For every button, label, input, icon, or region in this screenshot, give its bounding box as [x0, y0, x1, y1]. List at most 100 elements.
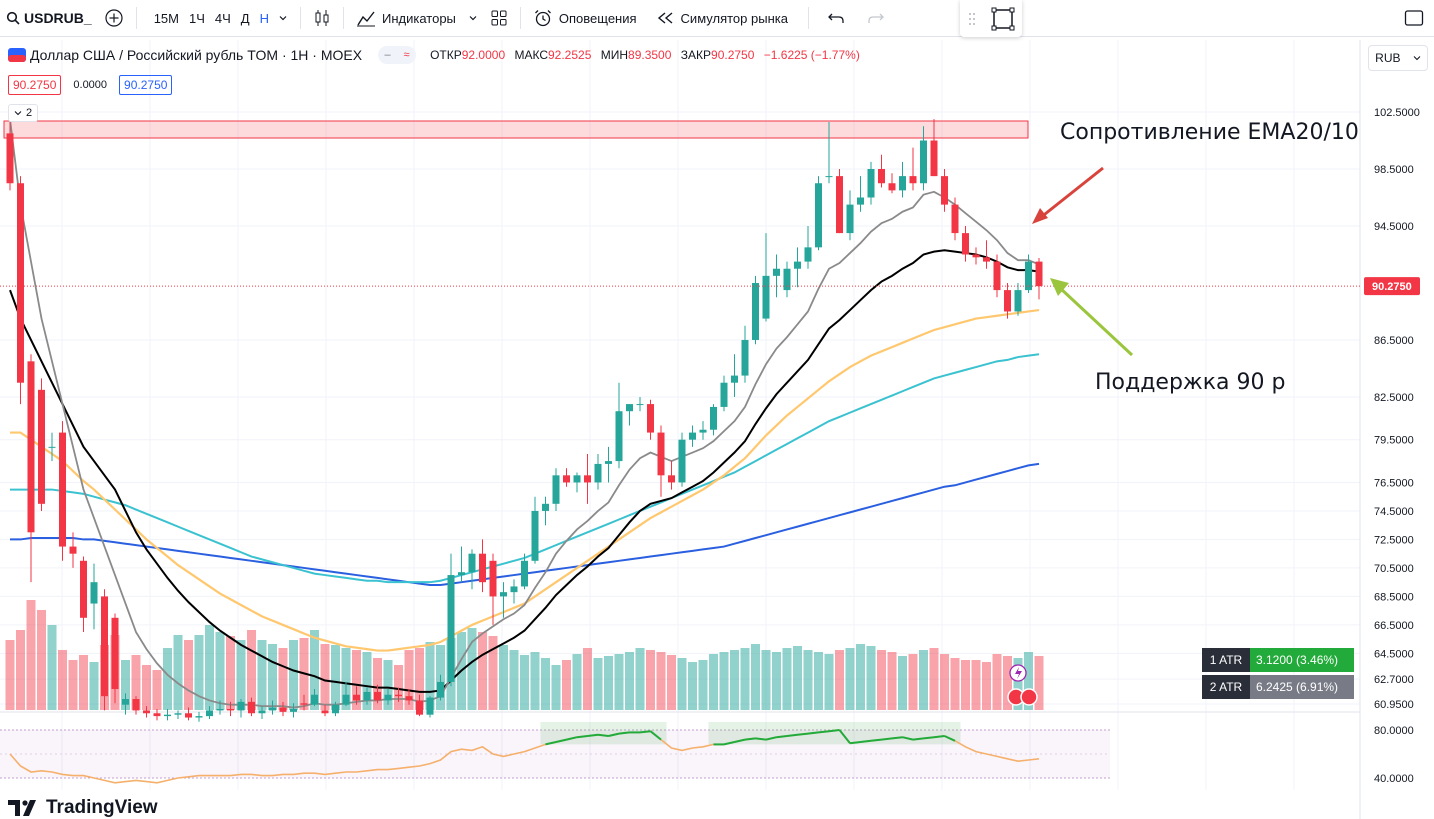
replay-button[interactable]: Симулятор рынка [651, 0, 794, 37]
collapse-indicators-button[interactable]: 2 [8, 104, 38, 122]
volume-bar [772, 652, 781, 710]
rewind-icon [657, 12, 672, 24]
chart-type-button[interactable] [307, 0, 337, 37]
volume-bar [656, 652, 666, 710]
candle-body [888, 183, 896, 191]
tradingview-logo[interactable]: TradingView [8, 797, 158, 819]
timeframe-15m[interactable]: 15М [153, 10, 179, 26]
candle-body [1014, 290, 1022, 312]
window-icon [1404, 10, 1424, 26]
candle-body [38, 389, 45, 504]
high-value: 92.2525 [548, 48, 592, 62]
volume-bar [751, 644, 760, 710]
candle-body [17, 183, 24, 383]
compare-button[interactable] [98, 0, 130, 37]
timeframe-4h[interactable]: 4Ч [214, 10, 231, 26]
replay-label: Симулятор рынка [680, 10, 788, 26]
ask-price[interactable]: 90.2750 [119, 75, 173, 95]
volume-bar [415, 648, 424, 710]
volume-bar [425, 642, 435, 710]
resistance-zone[interactable] [3, 120, 1029, 139]
oscillator-hot-segment [723, 741, 735, 746]
candle-body [699, 429, 707, 433]
volume-bar [635, 648, 645, 710]
lightning-glyph [1015, 667, 1022, 679]
tv-logo-icon [8, 800, 36, 816]
legend-toggle[interactable]: – ≈ [378, 46, 417, 64]
oscillator-hot-segment [755, 737, 767, 741]
redo-button[interactable] [861, 0, 891, 37]
indicators-button[interactable]: Индикаторы [350, 0, 484, 37]
candle-body [206, 710, 213, 717]
volume-bar [845, 648, 855, 710]
legend-title[interactable]: Доллар США / Российский рубль TOM · 1H ·… [30, 47, 363, 63]
currency-select[interactable]: RUB [1368, 45, 1428, 71]
current-price-badge [1364, 277, 1420, 296]
indicators-icon [357, 11, 375, 27]
candle-body [111, 617, 119, 690]
open-label: ОТКР [430, 48, 462, 62]
chevron-down-icon[interactable] [468, 13, 478, 23]
candle-body [657, 432, 665, 476]
candle-body [951, 204, 959, 234]
ema10-line [9, 119, 1040, 709]
volume-bar [677, 658, 687, 710]
redo-icon [868, 13, 884, 23]
candle-body [311, 694, 318, 705]
layouts-button[interactable] [484, 0, 514, 37]
timeframe-w[interactable]: Н [259, 10, 269, 26]
resistance-annotation[interactable]: Сопротивление EMA20/10 [1060, 120, 1359, 145]
toolbar-divider [343, 7, 344, 29]
toolbar-divider [300, 7, 301, 29]
chevron-down-icon[interactable] [278, 13, 288, 23]
symbol-search[interactable]: USDRUB_ [0, 0, 98, 37]
candle-body [195, 716, 203, 718]
volume-bar [898, 656, 907, 710]
volume-bar [614, 654, 624, 710]
undo-button[interactable] [821, 0, 851, 37]
candle-body [353, 694, 360, 701]
ema20-line [9, 249, 1040, 693]
grid-icon [491, 10, 507, 26]
volume-bar [530, 652, 540, 710]
us-flag-icon[interactable] [1020, 688, 1038, 706]
volume-bar [278, 648, 288, 710]
close-value: 90.2750 [711, 48, 755, 62]
price-axis: 102.5000 98.5000 94.5000 86.5000 82.5000 79.5… [1364, 107, 1420, 711]
volume-bar [509, 650, 519, 710]
candle-body [825, 176, 833, 178]
price-tick-label: 86.5000 [1374, 335, 1414, 347]
volume-bar [58, 650, 67, 710]
candle-body [521, 560, 528, 587]
alarm-clock-icon [534, 10, 551, 27]
candle-body [815, 183, 822, 248]
candle-body [363, 691, 371, 701]
symbol-legend: Доллар США / Российский рубль TOM · 1H ·… [8, 46, 866, 64]
flag-icon [8, 48, 26, 62]
high-label: МАКС [514, 48, 548, 62]
timeframe-d[interactable]: Д [240, 10, 250, 26]
volume-bar [226, 636, 235, 710]
fullscreen-button[interactable] [1398, 0, 1430, 37]
oscillator-hot-segment [838, 729, 851, 744]
timeframe-1h[interactable]: 1Ч [188, 10, 205, 26]
rectangle-tool-icon[interactable] [991, 7, 1015, 31]
oscillator-hot-segment [870, 738, 882, 742]
bid-price[interactable]: 90.2750 [8, 75, 62, 95]
price-tick-label: 98.5000 [1374, 164, 1414, 176]
candle-body [783, 268, 791, 291]
support-arrow[interactable] [1058, 286, 1134, 357]
ohlc-values: ОТКР92.0000 МАКС92.2525 МИН89.3500 ЗАКР9… [430, 48, 866, 62]
oscillator-hot-segment [849, 741, 861, 745]
volume-bar [971, 660, 981, 710]
alerts-button[interactable]: Оповещения [527, 0, 643, 37]
drag-handle-icon[interactable] [968, 11, 976, 27]
candle-body [857, 197, 864, 205]
alerts-label: Оповещения [558, 10, 637, 26]
candle-body [647, 404, 654, 433]
support-annotation[interactable]: Поддержка 90 р [1095, 370, 1286, 395]
resistance-arrow[interactable] [1039, 166, 1104, 220]
candle-body [762, 275, 770, 319]
low-value: 89.3500 [628, 48, 672, 62]
